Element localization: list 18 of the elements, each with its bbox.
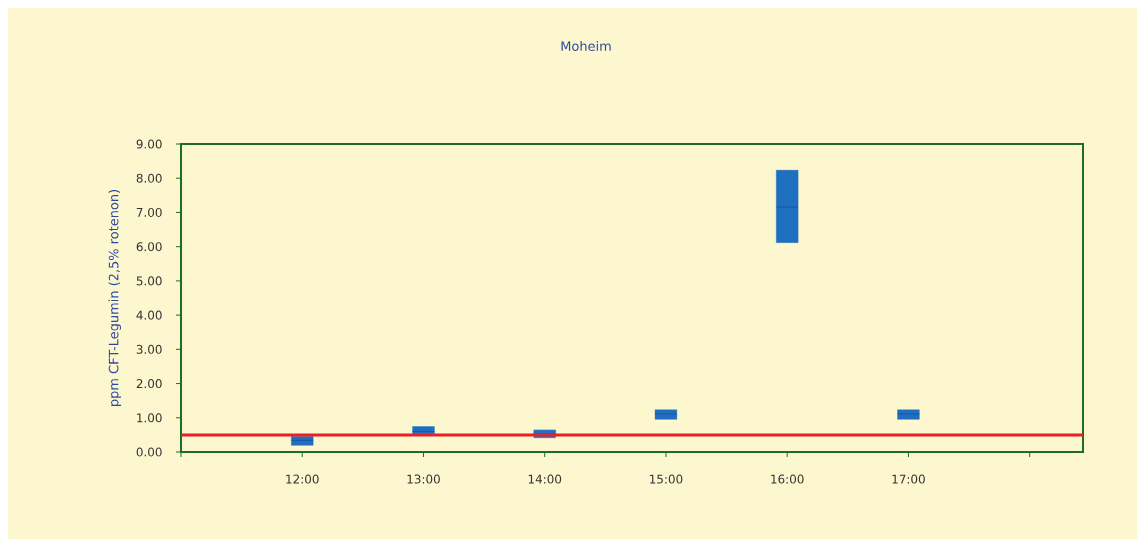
y-tick-label: 5.00	[136, 276, 162, 286]
x-tick-label: 13:00	[407, 474, 440, 484]
x-tick-label: 16:00	[771, 474, 804, 484]
y-tick-label: 0.00	[136, 447, 162, 457]
y-tick-label: 9.00	[136, 139, 162, 149]
y-tick-label: 2.00	[136, 379, 162, 389]
y-tick-label: 6.00	[136, 242, 162, 252]
y-tick-label: 3.00	[136, 344, 162, 354]
y-tick-label: 8.00	[136, 173, 162, 183]
x-tick-label: 14:00	[528, 474, 562, 484]
y-tick-label: 1.00	[137, 413, 162, 423]
chart-title: Moheim	[561, 40, 611, 52]
y-tick-label: 4.00	[136, 310, 162, 320]
y-tick-label: 7.00	[136, 207, 162, 217]
y-axis-title: ppm CFT-Legumin (2,5% rotenon)	[108, 189, 122, 406]
x-tick-label: 15:00	[650, 474, 683, 484]
x-tick-label: 17:00	[892, 474, 925, 484]
x-tick-label: 12:00	[286, 474, 319, 484]
